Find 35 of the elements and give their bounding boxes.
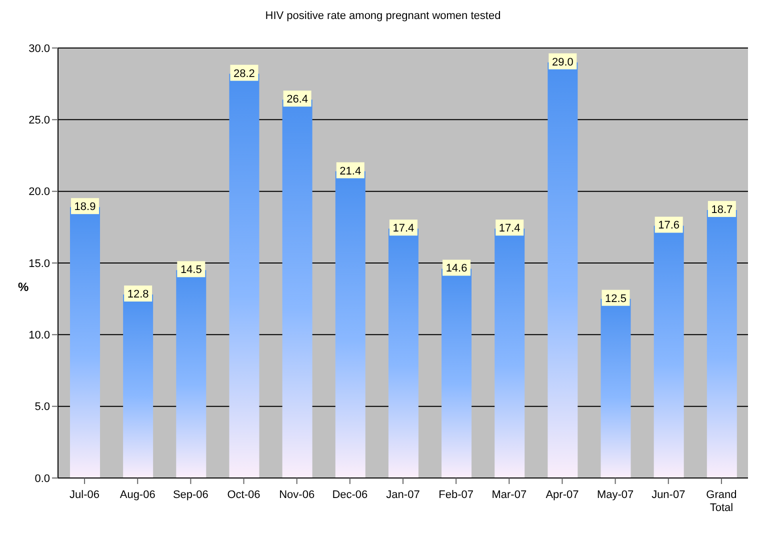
data-label: 17.4 <box>498 222 520 235</box>
y-tick-label: 0.0 <box>34 472 50 485</box>
x-tick-label: Mar-07 <box>492 489 527 501</box>
data-label: 26.4 <box>286 94 308 106</box>
x-tick-label: Jul-06 <box>70 489 100 501</box>
data-label: 28.2 <box>234 68 255 80</box>
x-tick-label: Jun-07 <box>652 489 686 501</box>
x-tick-label: Jan-07 <box>386 489 420 501</box>
x-tick-label: Grand Total <box>706 489 737 514</box>
y-tick-label: 5.0 <box>34 401 50 414</box>
x-tick-label: Oct-06 <box>227 489 260 501</box>
data-label: 17.4 <box>392 222 414 235</box>
x-tick-label: Apr-07 <box>546 489 579 501</box>
data-label: 12.8 <box>127 288 149 301</box>
data-label: 14.6 <box>446 262 468 275</box>
x-tick-label: Nov-06 <box>279 489 315 501</box>
x-tick-label: May-07 <box>596 489 634 501</box>
x-tick-label: Sep-06 <box>172 489 208 501</box>
y-axis-title: % <box>18 280 29 294</box>
y-tick-label: 20.0 <box>28 186 50 198</box>
x-tick-label: Feb-07 <box>438 489 474 501</box>
x-tick-label: Aug-06 <box>120 489 156 501</box>
data-label: 21.4 <box>340 165 362 178</box>
data-label: 18.9 <box>74 201 96 214</box>
y-tick-label: 25.0 <box>28 114 50 127</box>
x-tick-label: Dec-06 <box>332 489 368 501</box>
data-label: 14.5 <box>180 264 202 276</box>
data-label: 17.6 <box>658 220 680 232</box>
y-tick-label: 10.0 <box>28 330 50 342</box>
y-tick-label: 15.0 <box>28 258 50 270</box>
data-label: 18.7 <box>711 204 733 216</box>
chart-title: HIV positive rate among pregnant women tested <box>264 10 502 22</box>
y-tick-label: 30.0 <box>28 42 50 55</box>
data-label: 29.0 <box>552 56 574 68</box>
data-label: 12.5 <box>605 292 626 305</box>
